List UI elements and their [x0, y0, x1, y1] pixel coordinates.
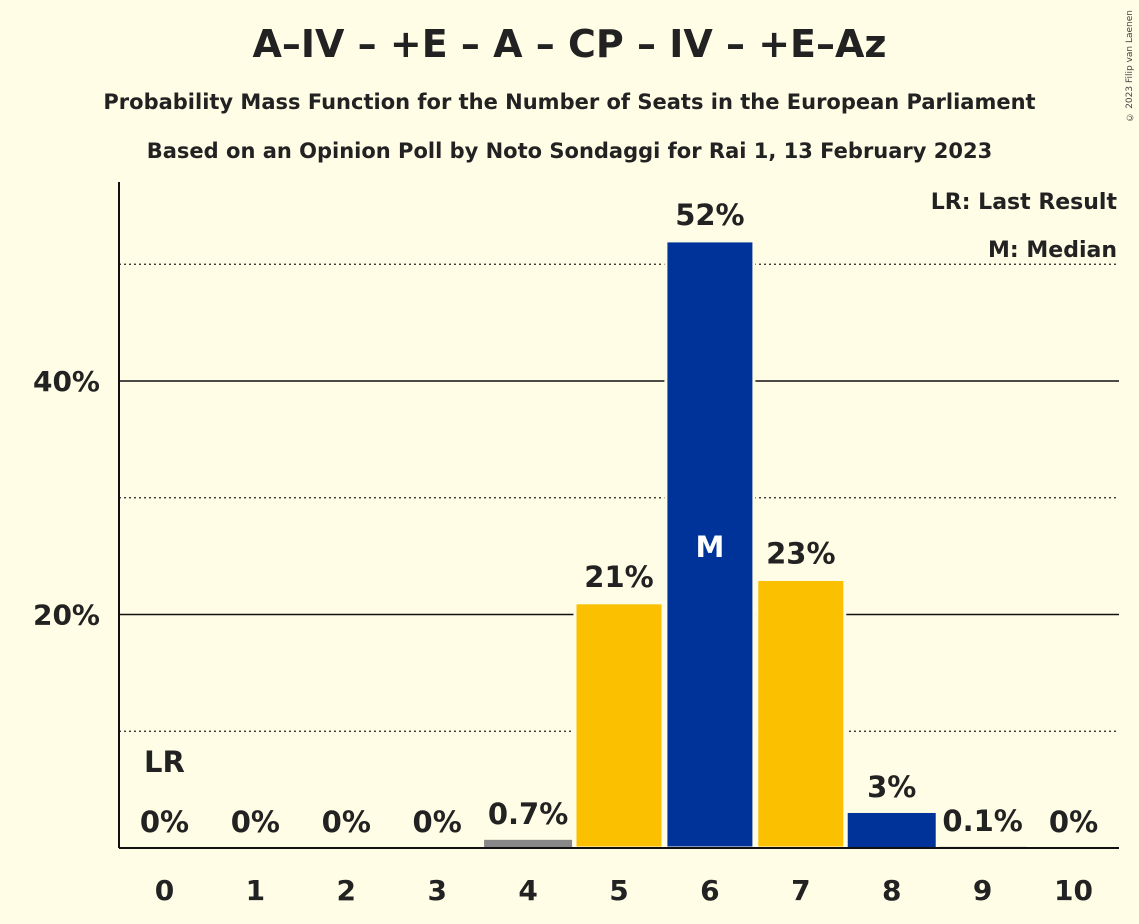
bar-5 [573, 601, 665, 850]
bar-value-label: 52% [675, 198, 744, 232]
legend-last-result: LR: Last Result [931, 190, 1118, 215]
legend-median: M: Median [988, 238, 1117, 263]
x-tick-label: 6 [700, 874, 719, 907]
bar-7 [755, 577, 847, 850]
bar-value-label: 3% [867, 770, 916, 804]
bar-value-label: 23% [766, 536, 835, 570]
bar-value-label: 0% [231, 805, 280, 839]
bar-4 [484, 839, 573, 848]
last-result-marker: LR [144, 745, 185, 779]
bar-value-label: 21% [584, 560, 653, 594]
y-tick-label: 40% [33, 365, 100, 398]
chart-title: A–IV – +E – A – CP – IV – +E–Az [252, 22, 887, 66]
bar-value-label: 0% [1049, 805, 1098, 839]
bar-value-label: 0.7% [488, 797, 568, 831]
bar-value-label: 0% [140, 805, 189, 839]
bar-6 [664, 239, 756, 850]
x-tick-label: 1 [246, 874, 265, 907]
x-tick-label: 5 [609, 874, 628, 907]
x-tick-label: 7 [791, 874, 810, 907]
x-tick-label: 0 [155, 874, 174, 907]
chart-source-line: Based on an Opinion Poll by Noto Sondagg… [146, 139, 993, 163]
y-tick-label: 20% [33, 599, 100, 632]
axes: 20% 40% 0 1 2 3 4 5 6 7 8 9 10 [33, 182, 1119, 907]
bars [484, 239, 1027, 850]
bar-labels: 0% 0% 0% 0% 0.7% 21% 52% 23% 3% 0.1% 0% LR M [140, 198, 1098, 839]
bar-8 [847, 812, 936, 848]
bar-value-label: 0% [322, 805, 371, 839]
x-tick-label: 4 [518, 874, 537, 907]
x-tick-label: 3 [427, 874, 446, 907]
x-tick-label: 10 [1054, 874, 1093, 907]
bar-value-label: 0% [413, 805, 462, 839]
chart-subtitle: Probability Mass Function for the Number… [103, 90, 1036, 114]
bar-value-label: 0.1% [942, 804, 1022, 838]
x-tick-label: 8 [882, 874, 901, 907]
median-marker: M [695, 530, 724, 564]
x-tick-label: 2 [337, 874, 356, 907]
x-tick-label: 9 [973, 874, 992, 907]
